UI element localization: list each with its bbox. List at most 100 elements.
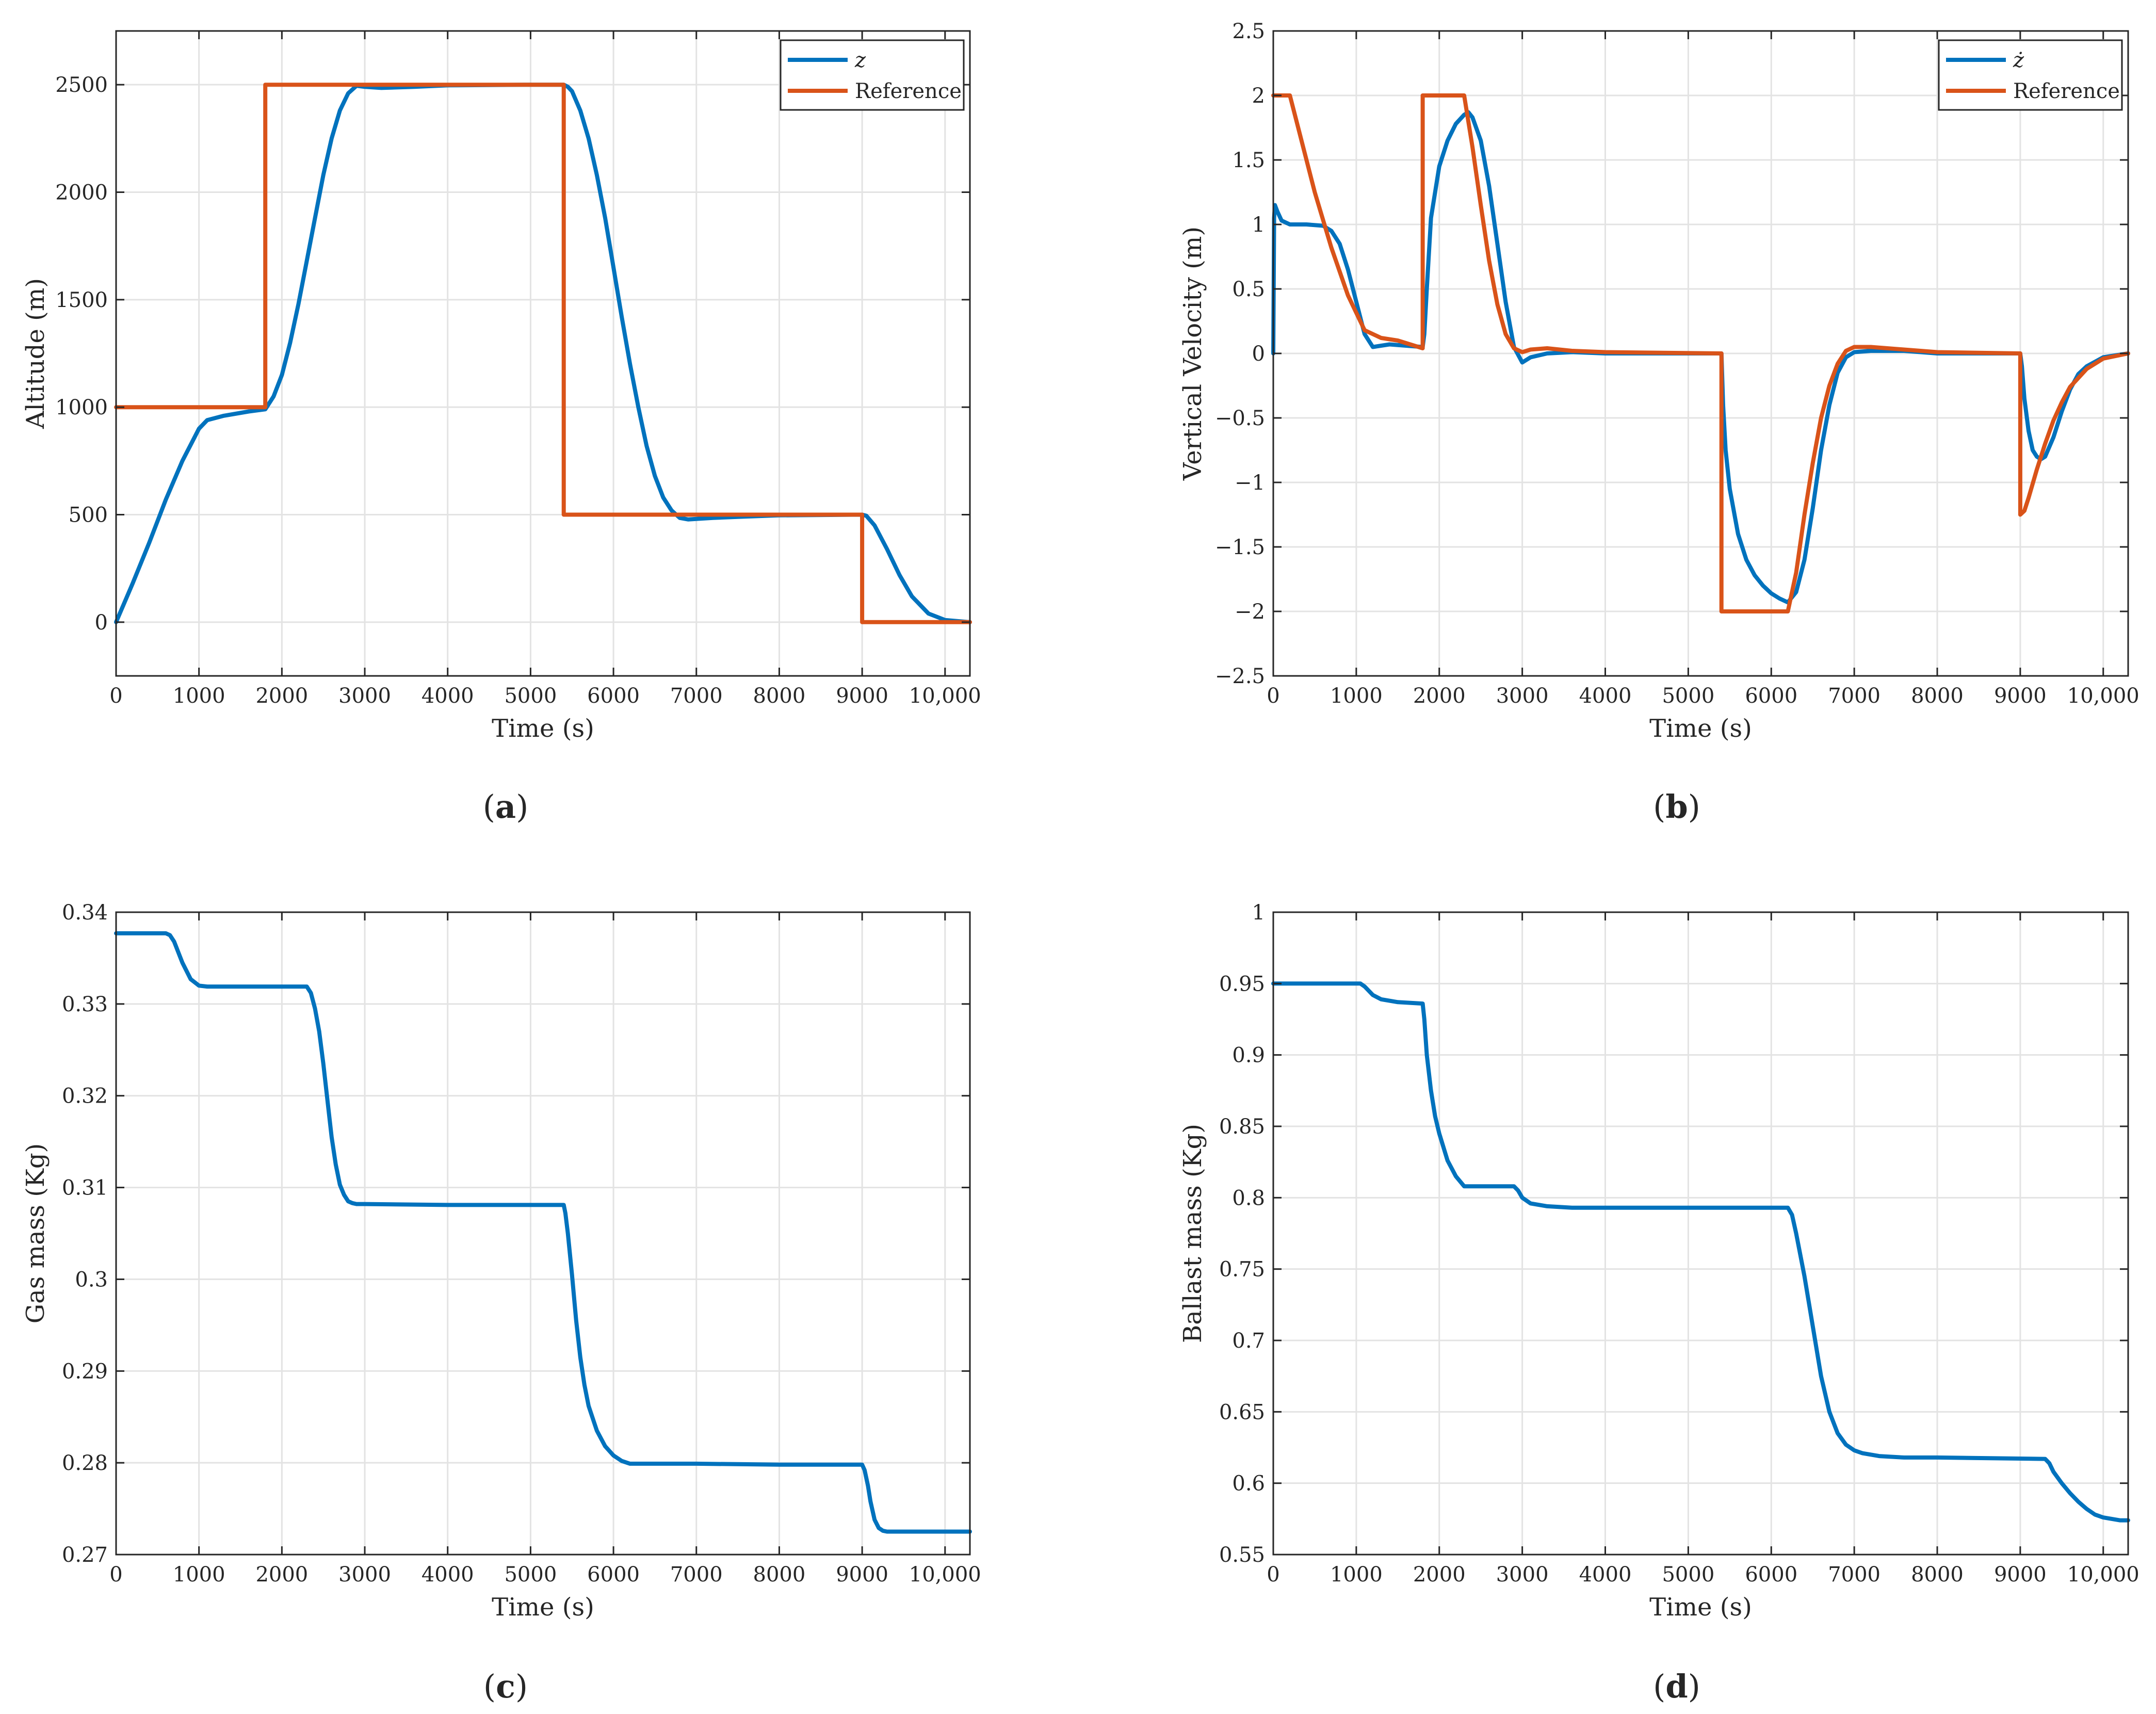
series-line-ballast-mass: [1271, 981, 2130, 1523]
y-tick-label: 0.8: [1232, 1186, 1265, 1210]
x-tick-label: 10,000: [2067, 1563, 2139, 1587]
y-tick-label: 0.32: [62, 1085, 108, 1108]
y-tick-label: 0.33: [62, 993, 108, 1016]
x-tick-label: 10,000: [909, 1563, 981, 1587]
plot-area-c: [116, 912, 970, 1555]
x-tick-label: 3000: [338, 684, 391, 708]
y-tick-label: 2000: [55, 181, 108, 205]
legend-label: Reference: [2013, 79, 2120, 103]
panel-a: 0 1000 2000 3000 4000 5000 6000 7000 8000 9000 10,…: [21, 30, 981, 826]
y-tick-label: 0.28: [62, 1451, 108, 1475]
x-tick-label: 9000: [1994, 1563, 2047, 1587]
panel-label-b: (b): [1653, 788, 1700, 826]
x-tick-label: 8000: [753, 1563, 806, 1587]
x-axis-label: Time (s): [492, 1593, 594, 1622]
y-tick-label: 1500: [55, 288, 108, 312]
x-tick-label: 6000: [587, 684, 640, 708]
x-tick-label: 8000: [1911, 1563, 1964, 1587]
x-axis-label: Time (s): [492, 714, 594, 743]
x-tick-label: 0: [109, 684, 122, 708]
y-tick-label: −2: [1235, 600, 1265, 624]
x-tick-label: 0: [1267, 1563, 1279, 1587]
panel-label-c: (c): [483, 1668, 528, 1705]
x-tick-label: 8000: [753, 684, 806, 708]
x-tick-label: 4000: [422, 684, 474, 708]
y-tick-label: 0: [1252, 342, 1265, 366]
y-tick-label: 0.95: [1219, 972, 1265, 996]
x-tick-label: 9000: [836, 1563, 888, 1587]
legend-label: ż: [2013, 48, 2024, 72]
series-line-gas-mass: [114, 931, 972, 1534]
x-tick-label: 7000: [670, 1563, 723, 1587]
panel-letter: d: [1665, 1668, 1688, 1705]
legend-label: Reference: [855, 79, 962, 103]
y-tick-label: 0.29: [62, 1360, 108, 1383]
y-tick-label: 0.85: [1219, 1115, 1265, 1139]
x-tick-label: 1000: [1330, 684, 1383, 708]
y-axis-label: Ballast mass (Kg): [1178, 1124, 1207, 1343]
y-tick-label: −2.5: [1215, 665, 1265, 688]
x-tick-label: 10,000: [2067, 684, 2139, 708]
y-axis-label: Vertical Velocity (m): [1178, 227, 1207, 481]
x-tick-label: 4000: [1579, 684, 1632, 708]
y-tick-label: 1000: [55, 396, 108, 419]
x-tick-label: 2000: [1413, 1563, 1466, 1587]
y-tick-label: 0.65: [1219, 1400, 1265, 1424]
axes-box-a: [115, 30, 971, 677]
y-axis-label: Altitude (m): [21, 278, 50, 429]
plot-area-d: [1273, 912, 2128, 1555]
x-tick-label: 1000: [1330, 1563, 1383, 1587]
panel-letter: a: [495, 788, 516, 826]
y-tick-label: −1.5: [1215, 536, 1265, 559]
y-tick-label: 0.31: [62, 1176, 108, 1200]
y-tick-label: 0.34: [62, 901, 108, 925]
x-tick-label: 1000: [173, 684, 225, 708]
y-tick-label: 500: [69, 504, 108, 527]
x-tick-label: 4000: [422, 1563, 474, 1587]
legend-label: z: [854, 48, 866, 72]
y-tick-label: 0.7: [1232, 1329, 1265, 1353]
x-tick-label: 7000: [1828, 684, 1881, 708]
x-tick-label: 4000: [1579, 1563, 1632, 1587]
y-tick-label: −0.5: [1215, 407, 1265, 430]
panel-d: 0 1000 2000 3000 4000 5000 6000 7000 8000 9000 10,…: [1178, 901, 2139, 1705]
x-tick-label: 2000: [255, 684, 308, 708]
x-tick-label: 10,000: [909, 684, 981, 708]
x-tick-label: 7000: [670, 684, 723, 708]
x-tick-label: 5000: [1662, 684, 1714, 708]
x-tick-label: 3000: [338, 1563, 391, 1587]
x-tick-label: 9000: [1994, 684, 2047, 708]
y-tick-label: 2: [1252, 84, 1265, 108]
x-tick-label: 3000: [1496, 684, 1549, 708]
x-tick-label: 5000: [504, 684, 557, 708]
y-tick-label: 0.27: [62, 1543, 108, 1567]
panel-b: 0 1000 2000 3000 4000 5000 6000 7000 8000 9000 10,…: [1178, 20, 2139, 826]
axes-box-c: [115, 911, 971, 1556]
legend-b: ż Reference: [1938, 39, 2123, 111]
x-tick-label: 3000: [1496, 1563, 1549, 1587]
y-tick-label: 2500: [55, 73, 108, 97]
panel-c: 0 1000 2000 3000 4000 5000 6000 7000 8000 9000 10,…: [21, 901, 981, 1705]
y-tick-label: 0.3: [75, 1268, 108, 1291]
series-line-reference: [114, 83, 972, 624]
x-tick-label: 0: [109, 1563, 122, 1587]
panel-letter: c: [496, 1668, 515, 1705]
series-line-reference: [1271, 93, 2130, 613]
x-tick-label: 1000: [173, 1563, 225, 1587]
x-tick-label: 7000: [1828, 1563, 1881, 1587]
legend-a: z Reference: [780, 39, 965, 111]
panel-letter: b: [1665, 788, 1688, 826]
panel-label-d: (d): [1653, 1668, 1700, 1705]
y-tick-label: −1: [1235, 471, 1265, 495]
plot-area-a: [116, 31, 970, 676]
legend-box: [1938, 39, 2123, 111]
x-axis-label: Time (s): [1649, 714, 1752, 743]
y-tick-label: 0: [95, 611, 108, 635]
y-tick-label: 0.9: [1232, 1044, 1265, 1068]
x-tick-label: 5000: [1662, 1563, 1714, 1587]
x-tick-label: 0: [1267, 684, 1279, 708]
y-tick-label: 0.5: [1232, 278, 1265, 301]
y-tick-label: 0.6: [1232, 1472, 1265, 1496]
x-axis-label: Time (s): [1649, 1593, 1752, 1622]
